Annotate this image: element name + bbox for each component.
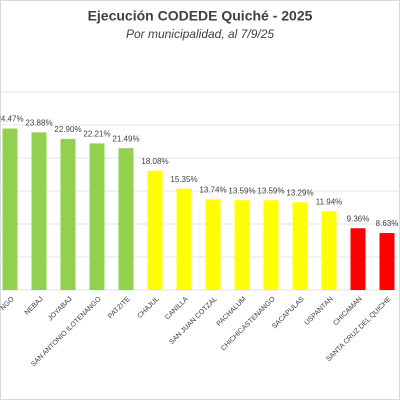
chart-subtitle: Por municipalidad, al 7/9/25 (126, 27, 274, 41)
value-label: 13.59% (228, 186, 255, 195)
bar (31, 132, 47, 290)
value-label: 22.21% (83, 130, 110, 139)
x-tick-label: SANTA CRUZ DEL QUICHE (325, 296, 393, 364)
value-label: 15.35% (170, 175, 197, 184)
x-tick-label: NGO (0, 295, 16, 312)
value-label: 13.74% (199, 185, 226, 194)
x-tick-label: CHAJUL (137, 296, 161, 320)
value-label: 22.90% (54, 125, 81, 134)
bar (118, 148, 134, 290)
bar (321, 211, 337, 290)
x-tick-label: PACHALUM (216, 296, 248, 328)
x-tick-label: JOYABAJ (47, 296, 74, 323)
bar (234, 200, 250, 290)
bar (205, 199, 221, 290)
bar (147, 170, 163, 290)
bar (89, 143, 105, 290)
chart-title: Ejecución CODEDE Quiché - 2025 (88, 8, 313, 24)
value-label: 13.29% (286, 188, 313, 197)
x-tick-label: USPANTAN (304, 296, 335, 327)
value-label: 21.49% (112, 134, 139, 143)
x-tick-label: CANILLA (164, 296, 190, 322)
value-label: 8.63% (376, 219, 399, 228)
bar (2, 128, 18, 290)
value-label: 11.94% (316, 197, 343, 206)
value-label: 24.47% (0, 115, 24, 124)
bar (176, 188, 192, 290)
x-tick-label: NEBAJ (24, 296, 45, 317)
value-label: 13.59% (257, 186, 284, 195)
value-label: 18.08% (141, 157, 168, 166)
bar (263, 200, 279, 290)
bar (350, 228, 366, 290)
value-label: 9.36% (347, 214, 370, 223)
x-tick-label: PATZITE (107, 296, 132, 321)
x-tick-label: CHICHICASTENANGO (220, 295, 277, 352)
value-label: 23.88% (25, 119, 52, 128)
x-tick-label: CHICAMAN (332, 296, 363, 327)
bar (60, 138, 76, 290)
bar (379, 233, 395, 290)
bar (292, 202, 308, 290)
